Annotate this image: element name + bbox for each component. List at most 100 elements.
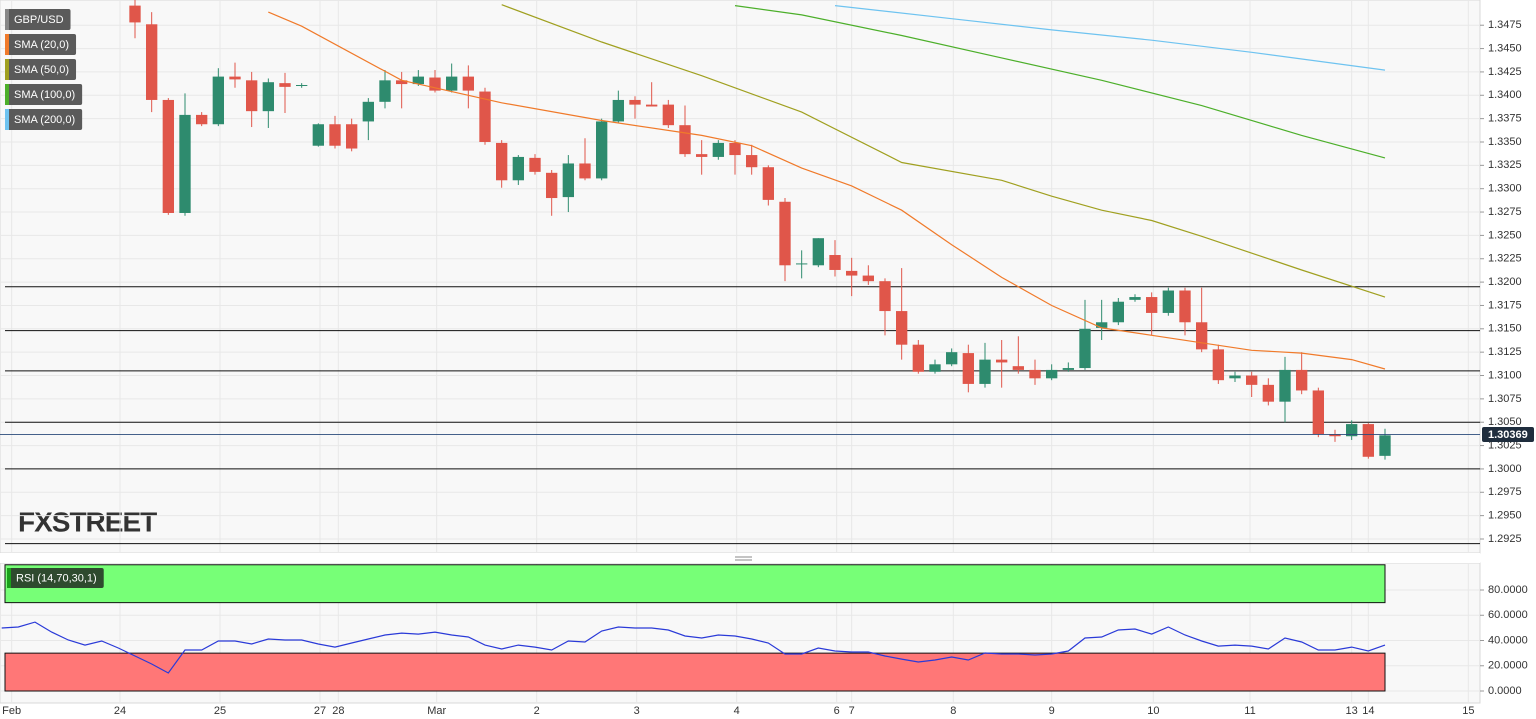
candle-body (1246, 375, 1258, 385)
candle-body (662, 104, 674, 126)
last-price-box (1482, 426, 1534, 442)
candle-body (1212, 349, 1224, 381)
candle-body (1162, 290, 1174, 313)
legend-label: SMA (50,0) (14, 64, 69, 76)
legend-swatch (5, 59, 9, 80)
y-tick-label: 1.3150 (1488, 323, 1522, 335)
candle-body (1279, 369, 1291, 402)
legend-box (7, 568, 104, 588)
candle-body (679, 125, 691, 155)
y-tick-label: 80.0000 (1488, 584, 1528, 596)
y-tick-label: 1.3275 (1488, 206, 1522, 218)
candle-body (1146, 297, 1158, 313)
candle-body (396, 80, 408, 85)
candle-body (512, 156, 524, 181)
candle-body (429, 77, 441, 91)
candle-body (796, 263, 808, 265)
x-tick-label: 27 (314, 705, 326, 717)
y-tick-label: 1.3025 (1488, 439, 1522, 451)
candle-body (146, 24, 158, 100)
candle-body (962, 353, 974, 384)
legend-item[interactable]: SMA (50,0) (5, 59, 77, 80)
candle-body (579, 163, 591, 179)
candle-body (379, 80, 391, 102)
candle-body (1379, 435, 1391, 456)
candle-body (879, 281, 891, 312)
candle-body (329, 124, 341, 146)
legend-box (5, 59, 77, 80)
sma-line (501, 4, 1386, 298)
x-tick-label: Feb (2, 705, 21, 717)
overlay-layer: 1.29251.29501.29751.30001.30251.30501.30… (2, 9, 1534, 717)
rsi-band (4, 652, 1386, 692)
legend-box (5, 109, 83, 130)
sma-line (834, 5, 1386, 71)
candle-body (1329, 434, 1341, 437)
candle-body (1296, 369, 1308, 391)
legend-label: GBP/USD (14, 14, 64, 26)
candle-body (1112, 301, 1124, 323)
candle-body (446, 76, 458, 91)
y-tick-label: 1.3300 (1488, 183, 1522, 195)
candle-body (412, 76, 424, 85)
legend-box (5, 84, 83, 105)
candle-body (1062, 368, 1074, 370)
candle-body (912, 344, 924, 372)
y-tick-label: 1.3000 (1488, 463, 1522, 475)
legend-swatch (5, 109, 9, 130)
candle-body (829, 255, 841, 270)
legend-swatch (7, 568, 11, 588)
candle-body (562, 163, 574, 198)
x-tick-label: 7 (849, 705, 855, 717)
candle-body (946, 352, 958, 365)
candle-body (929, 364, 941, 372)
legend-item[interactable]: SMA (100,0) (5, 84, 83, 105)
legend-item[interactable]: RSI (14,70,30,1) (7, 568, 104, 588)
watermark: FXSTREET (18, 506, 157, 537)
legend-item[interactable]: SMA (20,0) (5, 34, 77, 55)
candle-body (862, 275, 874, 282)
x-tick-label: 24 (114, 705, 126, 717)
candle-body (346, 124, 358, 149)
legend-item[interactable]: SMA (200,0) (5, 109, 83, 130)
legend-box (5, 9, 71, 30)
x-tick-label: 6 (834, 705, 840, 717)
legend-label: RSI (14,70,30,1) (16, 572, 97, 584)
candle-body (1096, 322, 1108, 328)
x-tick-label: Mar (427, 705, 446, 717)
x-tick-label: 3 (634, 705, 640, 717)
candle-body (896, 311, 908, 345)
legend-swatch (5, 84, 9, 105)
candle-body (1362, 424, 1374, 457)
candle-body (1229, 375, 1241, 379)
candle-body (1079, 328, 1091, 369)
y-tick-label: 0.0000 (1488, 685, 1522, 697)
legend-label: SMA (200,0) (14, 114, 75, 126)
y-tick-label: 1.2975 (1488, 486, 1522, 498)
candle-body (1046, 369, 1058, 379)
last-price-label: 1.30369 (1488, 429, 1528, 441)
candle-body (296, 85, 308, 87)
panel-separator[interactable] (0, 553, 1480, 563)
candle-body (1196, 322, 1208, 350)
legend-swatch (5, 34, 9, 55)
rsi-band (4, 564, 1386, 604)
x-tick-label: 14 (1362, 705, 1374, 717)
y-tick-label: 1.3475 (1488, 19, 1522, 31)
candle-body (162, 99, 174, 213)
candle-body (529, 157, 541, 172)
candle-body (496, 142, 508, 181)
y-tick-label: 20.0000 (1488, 660, 1528, 672)
candle-body (129, 5, 141, 23)
candle-body (479, 91, 491, 142)
y-tick-label: 60.0000 (1488, 609, 1528, 621)
y-tick-label: 1.2925 (1488, 533, 1522, 545)
candle-body (712, 142, 724, 157)
candle-body (196, 114, 208, 125)
sma-line (734, 5, 1386, 159)
y-tick-label: 1.3075 (1488, 393, 1522, 405)
candle-body (312, 124, 324, 146)
legend-label: SMA (100,0) (14, 89, 75, 101)
legend-item[interactable]: GBP/USD (5, 9, 71, 30)
sma-line (268, 11, 1386, 370)
